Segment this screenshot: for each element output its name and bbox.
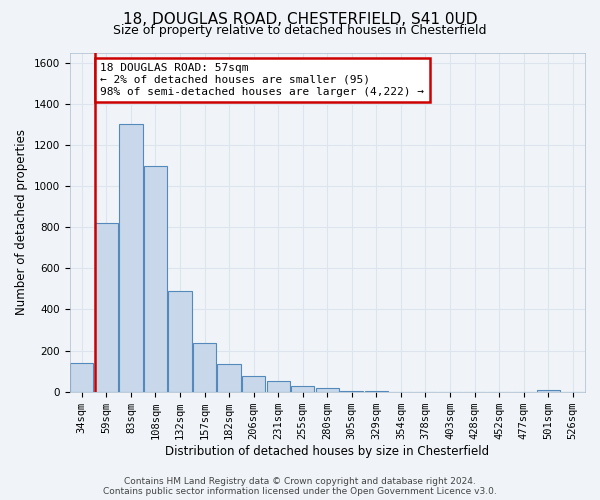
Bar [291,386,314,392]
Text: 18, DOUGLAS ROAD, CHESTERFIELD, S41 0UD: 18, DOUGLAS ROAD, CHESTERFIELD, S41 0UD [123,12,477,28]
Bar [95,223,118,392]
Bar [536,390,560,392]
Bar [193,344,216,392]
Bar [266,382,290,392]
Bar [217,364,241,392]
Text: Size of property relative to detached houses in Chesterfield: Size of property relative to detached ho… [113,24,487,37]
Bar [70,363,94,392]
Bar [242,376,265,392]
Bar [365,390,388,392]
X-axis label: Distribution of detached houses by size in Chesterfield: Distribution of detached houses by size … [165,444,490,458]
Y-axis label: Number of detached properties: Number of detached properties [15,129,28,315]
Bar [119,124,143,392]
Text: 18 DOUGLAS ROAD: 57sqm
← 2% of detached houses are smaller (95)
98% of semi-deta: 18 DOUGLAS ROAD: 57sqm ← 2% of detached … [100,64,424,96]
Bar [144,166,167,392]
Text: Contains HM Land Registry data © Crown copyright and database right 2024.
Contai: Contains HM Land Registry data © Crown c… [103,476,497,496]
Bar [316,388,339,392]
Bar [340,390,364,392]
Bar [169,291,191,392]
